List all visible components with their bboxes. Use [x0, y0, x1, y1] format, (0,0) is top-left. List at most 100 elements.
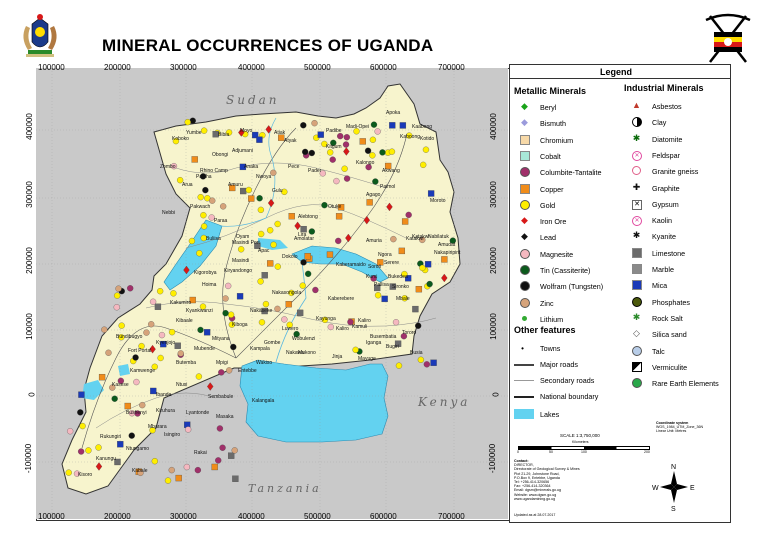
mineral-marker: [372, 178, 379, 185]
mineral-marker: [281, 188, 288, 195]
mineral-marker: [415, 285, 423, 293]
legend-item-rare-earth-elements: Rare Earth Elements: [632, 378, 728, 389]
mineral-marker: [150, 387, 157, 395]
mineral-marker: [245, 186, 252, 194]
y-tick: 0: [491, 392, 501, 397]
mineral-marker: [124, 402, 131, 410]
place-label: Buliisa: [206, 236, 221, 242]
place-label: Moroto: [430, 198, 446, 204]
mineral-marker: [261, 307, 268, 315]
mineral-marker: [77, 448, 85, 455]
legend-label: Lithium: [540, 314, 564, 324]
legend-item-kaolin: ✕ Kaolin: [632, 215, 728, 227]
mineral-marker: [281, 316, 288, 323]
legend-label: Mica: [652, 281, 668, 291]
mineral-marker: [389, 122, 396, 129]
place-label: Madi-Opei: [346, 124, 369, 130]
legend-item-copper: Copper: [520, 183, 620, 194]
mineral-marker: [321, 202, 328, 209]
mineral-marker: [79, 422, 86, 430]
coordinate-system-note: Coordinate system WGS_1984_UTM_Zone_36N …: [656, 421, 726, 434]
mineral-marker: [225, 129, 233, 136]
place-label: Katakwi: [412, 234, 430, 240]
mineral-marker: [311, 120, 318, 127]
contact-line: Plot 21-29, Johnstone Road,: [514, 471, 560, 476]
scale-unit: Kilometers: [572, 440, 589, 444]
mineral-marker: [317, 131, 324, 138]
x-tick: 700000: [438, 512, 465, 521]
mineral-marker: [305, 270, 312, 277]
place-label: Mukono: [298, 350, 316, 356]
place-label: Butemba: [176, 360, 196, 366]
legend-item-major-roads: Major roads: [514, 360, 614, 370]
mineral-marker: [95, 444, 102, 451]
legend-label: Lakes: [540, 410, 560, 419]
mineral-marker: [203, 329, 211, 336]
x-tick: 400000: [238, 63, 265, 72]
mineral-marker: [321, 140, 328, 148]
legend-item-lithium: Lithium: [520, 314, 620, 324]
place-label: Mbarara: [148, 424, 167, 430]
mineral-marker: [401, 295, 408, 302]
mineral-marker: [424, 261, 432, 268]
uganda-coat-of-arms-icon: [23, 14, 57, 57]
mineral-marker: [417, 356, 425, 363]
x-tick: 600000: [370, 63, 397, 72]
place-label: Katakwi: [406, 236, 424, 242]
place-label: Ntungamo: [126, 446, 149, 452]
mineral-marker: [302, 148, 309, 156]
mineral-marker: [256, 195, 263, 202]
contact-line: P.O.Box 9, Entebbe, Uganda: [514, 475, 560, 480]
mineral-marker: [254, 242, 261, 249]
mineral-marker: [377, 259, 384, 266]
legend-label: Marble: [652, 265, 674, 274]
mineral-marker: [441, 273, 448, 283]
mineral-marker: [374, 284, 381, 292]
place-label: Kotido: [420, 136, 434, 142]
place-label: Adjumani: [232, 148, 253, 154]
place-label: Kyenjojo: [156, 340, 175, 346]
lake-george: [118, 364, 130, 376]
legend-item-kyanite: ✱ Kyanite: [632, 230, 676, 242]
mineral-marker: [105, 349, 112, 356]
legend-item-rock-salt: ✱ Rock Salt: [632, 311, 683, 323]
mineral-marker: [327, 149, 334, 156]
mineral-marker: [172, 137, 180, 145]
mineral-marker: [175, 474, 182, 482]
place-label: Bundibugyo: [116, 334, 143, 340]
mineral-marker: [200, 223, 208, 230]
legend-label: Feldspar: [652, 150, 680, 160]
place-label: Pallisa: [374, 282, 389, 288]
mineral-marker: [160, 340, 167, 348]
legend-item-iron-ore: ◆ Iron Ore: [521, 215, 567, 227]
place-label: Kumi: [366, 274, 377, 280]
place-label: Kaliro: [358, 318, 371, 324]
legend-item-tin-cassiterite: Tin (Cassiterite): [520, 265, 620, 275]
north-arrow-icon: N S W E: [652, 464, 695, 511]
place-label: Kiryandongo: [224, 268, 252, 274]
industrial-heading: Industrial Minerals: [624, 83, 704, 93]
mineral-marker: [222, 310, 229, 317]
place-label: Zombo: [160, 164, 176, 170]
y-tick: 100000: [24, 313, 34, 340]
contact-line: www.ugandamining.go.ug: [514, 496, 556, 501]
place-label: Pece: [288, 164, 300, 170]
legend-item-bismuth: ◆ Bismuth: [521, 117, 566, 129]
legend-divider: [510, 78, 730, 79]
mineral-marker: [296, 309, 304, 317]
mineral-marker: [343, 147, 350, 156]
compass-e: E: [690, 485, 695, 492]
mineral-marker: [113, 304, 120, 311]
legend-item-feldspar: ✕ Feldspar: [632, 150, 728, 161]
place-label: Ibanda: [156, 392, 172, 398]
place-label: Masaka: [216, 414, 234, 420]
legend-item-lead: ◆ Lead: [521, 231, 556, 243]
legend-item-graphite: ✚ Graphite: [632, 181, 680, 193]
legend-label: Clay: [652, 118, 667, 128]
x-tick: 300000: [170, 512, 197, 521]
secondary-road: [95, 392, 217, 429]
mineral-marker: [395, 362, 403, 369]
place-label: Kaabong: [412, 124, 432, 130]
mineral-marker: [337, 132, 344, 140]
place-label: Amudat: [438, 242, 456, 248]
